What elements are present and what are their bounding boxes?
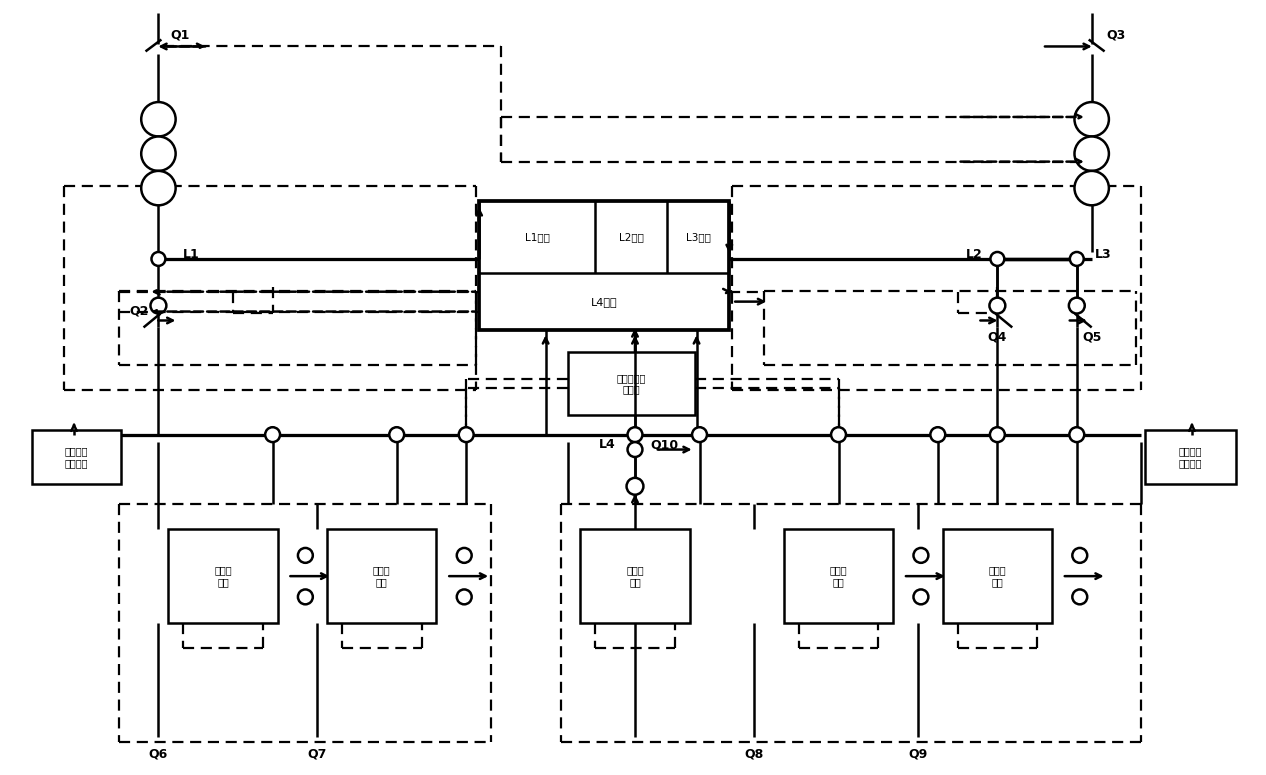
Circle shape	[389, 427, 404, 442]
Text: L2: L2	[966, 249, 982, 261]
Bar	[1146, 429, 1236, 484]
Circle shape	[142, 171, 176, 205]
Bar	[327, 529, 437, 623]
Text: L2保护: L2保护	[619, 232, 643, 242]
Text: 弧光继
电器: 弧光继 电器	[627, 565, 644, 587]
Circle shape	[627, 478, 643, 494]
Circle shape	[830, 427, 846, 442]
Circle shape	[1072, 590, 1087, 604]
Text: L4: L4	[599, 438, 615, 451]
Bar	[568, 353, 695, 415]
Bar	[580, 529, 690, 623]
Circle shape	[914, 590, 928, 604]
Text: Q2: Q2	[129, 304, 148, 317]
Text: L3: L3	[1095, 249, 1112, 261]
Circle shape	[1070, 252, 1084, 266]
Circle shape	[1072, 548, 1087, 563]
Circle shape	[1070, 427, 1084, 442]
Circle shape	[990, 427, 1005, 442]
Circle shape	[458, 427, 473, 442]
Text: Q5: Q5	[1082, 331, 1101, 344]
Text: L4保护: L4保护	[591, 297, 618, 307]
Circle shape	[1075, 171, 1109, 205]
Text: Q9: Q9	[908, 748, 928, 761]
Text: Q8: Q8	[744, 748, 763, 761]
Circle shape	[142, 136, 176, 171]
Bar	[168, 529, 277, 623]
Bar	[33, 429, 120, 484]
Text: 弧光继电
器扩展器: 弧光继电 器扩展器	[1179, 446, 1203, 468]
Circle shape	[628, 427, 642, 442]
Text: Q6: Q6	[149, 748, 168, 761]
Text: 弧光继
电器: 弧光继 电器	[829, 565, 847, 587]
Text: Q3: Q3	[1106, 28, 1125, 41]
Circle shape	[1075, 136, 1109, 171]
Circle shape	[1069, 298, 1085, 314]
Circle shape	[152, 252, 166, 266]
Circle shape	[628, 442, 642, 457]
Bar	[943, 529, 1052, 623]
Circle shape	[914, 548, 928, 563]
Text: 弧光继电
器扩展器: 弧光继电 器扩展器	[65, 446, 89, 468]
Text: 弧光继
电器: 弧光继 电器	[373, 565, 391, 587]
Text: Q10: Q10	[649, 438, 679, 451]
Circle shape	[931, 427, 946, 442]
Circle shape	[265, 427, 280, 442]
Text: 弧光继电器
扩展器: 弧光继电器 扩展器	[617, 373, 646, 394]
Circle shape	[151, 298, 166, 314]
Bar	[784, 529, 893, 623]
Text: L1保护: L1保护	[524, 232, 549, 242]
Bar	[479, 202, 729, 330]
Text: 弧光继
电器: 弧光继 电器	[989, 565, 1006, 587]
Circle shape	[298, 590, 313, 604]
Circle shape	[457, 590, 472, 604]
Text: L3保护: L3保护	[686, 232, 710, 242]
Circle shape	[990, 252, 1004, 266]
Circle shape	[457, 548, 472, 563]
Circle shape	[298, 548, 313, 563]
Circle shape	[990, 298, 1005, 314]
Text: L1: L1	[184, 249, 200, 261]
Circle shape	[1075, 102, 1109, 136]
Circle shape	[693, 427, 706, 442]
Text: 弧光继
电器: 弧光继 电器	[214, 565, 232, 587]
Text: Q1: Q1	[171, 28, 190, 41]
Text: Q7: Q7	[308, 748, 327, 761]
Circle shape	[142, 102, 176, 136]
Text: Q4: Q4	[987, 331, 1006, 344]
